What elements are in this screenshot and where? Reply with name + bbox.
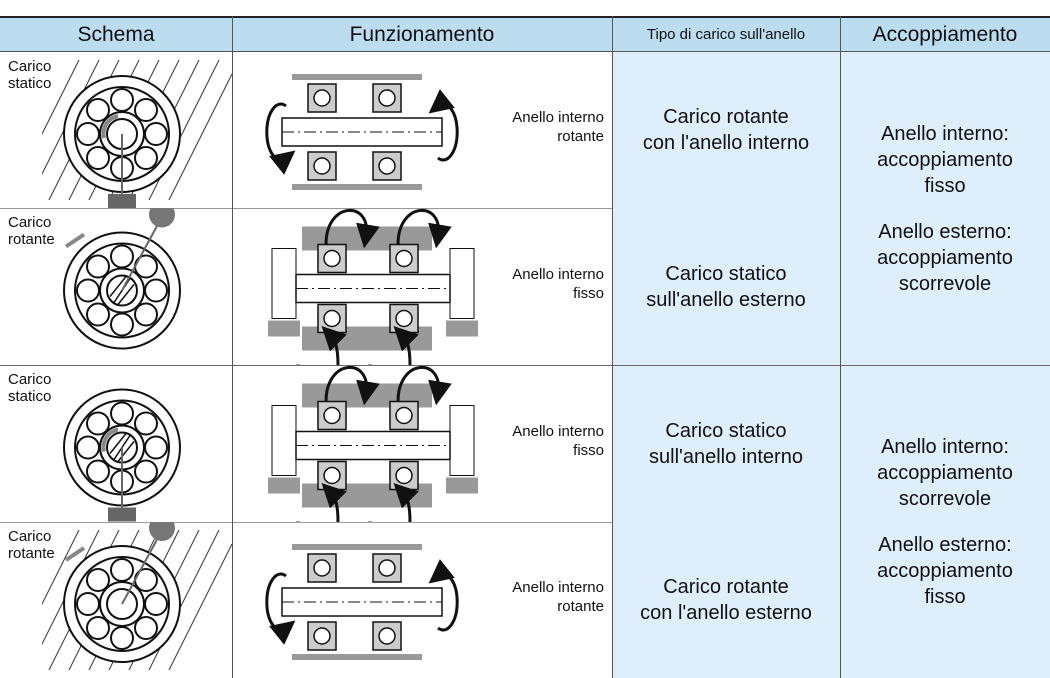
row-divider bbox=[0, 208, 612, 209]
function-cell: Anello interno fisso bbox=[232, 365, 612, 522]
schema-label: Carico statico bbox=[8, 58, 52, 92]
header-cell: Schema bbox=[0, 16, 232, 52]
text-line: sull'anello esterno bbox=[646, 288, 806, 311]
function-cell: Anello interno fisso bbox=[232, 208, 612, 365]
text-line: Carico statico bbox=[665, 262, 787, 285]
text-line: statico bbox=[8, 388, 52, 405]
function-label: Anello interno fisso bbox=[512, 265, 604, 303]
text-line: fisso bbox=[573, 284, 604, 302]
text-line: Anello interno: bbox=[881, 435, 1009, 458]
text-line: statico bbox=[8, 75, 52, 92]
function-label: Anello interno fisso bbox=[512, 422, 604, 460]
text-line: Carico bbox=[8, 58, 52, 75]
header-cell: Accoppiamento bbox=[840, 16, 1050, 52]
schema-cell: Carico rotante bbox=[0, 522, 232, 678]
text-line: Carico bbox=[8, 214, 52, 231]
schema-drawing bbox=[63, 208, 181, 350]
text-line: con l'anello interno bbox=[642, 132, 810, 154]
text-line: accoppiamento bbox=[877, 559, 1013, 582]
text-line: con l'anello esterno bbox=[640, 602, 812, 624]
function-cell: Anello interno rotante bbox=[232, 522, 612, 678]
text-line: scorrevole bbox=[898, 487, 992, 510]
text-line: Carico rotante bbox=[663, 576, 789, 598]
text-line: Anello esterno: bbox=[878, 533, 1012, 556]
text-line: sull'anello interno bbox=[649, 445, 803, 468]
load-type: Carico rotante con l'anello esterno bbox=[612, 522, 840, 678]
schema-label: Carico rotante bbox=[8, 528, 55, 562]
function-label: Anello interno rotante bbox=[512, 578, 604, 616]
text-line: rotante bbox=[557, 598, 604, 615]
text-line: Anello interno bbox=[512, 422, 604, 440]
function-drawing bbox=[265, 544, 459, 660]
fit-text: Anello interno: accoppiamento scorrevole bbox=[877, 434, 1013, 512]
text-line: accoppiamento bbox=[877, 461, 1013, 484]
text-line: Anello esterno: bbox=[878, 220, 1012, 243]
schema-cell: Carico statico bbox=[0, 52, 232, 208]
fit-text: Anello interno: accoppiamento fisso bbox=[877, 121, 1013, 199]
text-line: Anello interno bbox=[512, 265, 604, 283]
function-label: Anello interno rotante bbox=[512, 108, 604, 146]
text-line: Anello interno bbox=[512, 579, 604, 596]
text-line: Carico bbox=[8, 528, 52, 545]
group-divider bbox=[0, 365, 1050, 366]
schema-label: Carico statico bbox=[8, 371, 52, 405]
load-type: Carico rotante con l'anello interno bbox=[612, 52, 840, 208]
column-divider bbox=[840, 16, 841, 678]
text-line: accoppiamento bbox=[877, 148, 1013, 171]
text-line: fisso bbox=[573, 441, 604, 459]
load-type-text: Carico rotante con l'anello esterno bbox=[640, 574, 812, 626]
load-type-text: Carico statico sull'anello esterno bbox=[646, 261, 805, 313]
text-line: Carico bbox=[8, 371, 52, 388]
load-type-text: Carico statico sull'anello interno bbox=[649, 418, 803, 470]
header-cell: Tipo di carico sull'anello bbox=[612, 16, 840, 52]
function-drawing bbox=[268, 209, 478, 365]
load-type: Carico statico sull'anello esterno bbox=[612, 208, 840, 365]
schema-cell: Carico statico bbox=[0, 365, 232, 522]
text-line: fisso bbox=[924, 585, 966, 608]
load-type-text: Carico rotante con l'anello interno bbox=[643, 104, 809, 156]
schema-drawing bbox=[63, 388, 181, 522]
fit-text: Anello esterno: accoppiamento scorrevole bbox=[877, 219, 1013, 297]
load-type: Carico statico sull'anello interno bbox=[612, 365, 840, 522]
text-line: scorrevole bbox=[898, 272, 992, 295]
fit-cell: Anello interno: accoppiamento scorrevole An… bbox=[840, 365, 1050, 678]
function-drawing bbox=[268, 366, 478, 522]
text-line: rotante bbox=[557, 128, 604, 145]
text-line: rotante bbox=[8, 231, 55, 248]
schema-drawing bbox=[42, 60, 232, 208]
column-divider bbox=[232, 16, 233, 678]
text-line: accoppiamento bbox=[877, 246, 1013, 269]
text-line: Carico rotante bbox=[663, 106, 789, 128]
fit-cell: Anello interno: accoppiamento fisso Anello … bbox=[840, 52, 1050, 365]
text-line: Anello interno: bbox=[881, 122, 1009, 145]
schema-cell: Carico rotante bbox=[0, 208, 232, 365]
schema-drawing bbox=[42, 522, 232, 670]
text-line: Anello interno bbox=[512, 109, 604, 126]
function-cell: Anello interno rotante bbox=[232, 52, 612, 208]
text-line: rotante bbox=[8, 545, 55, 562]
text-line: Carico statico bbox=[665, 419, 787, 442]
fit-text: Anello esterno: accoppiamento fisso bbox=[877, 532, 1013, 610]
header-cell: Funzionamento bbox=[232, 16, 612, 52]
column-divider bbox=[612, 16, 613, 678]
text-line: fisso bbox=[924, 174, 966, 197]
function-drawing bbox=[265, 74, 459, 190]
row-divider bbox=[0, 522, 612, 523]
schema-label: Carico rotante bbox=[8, 214, 55, 248]
